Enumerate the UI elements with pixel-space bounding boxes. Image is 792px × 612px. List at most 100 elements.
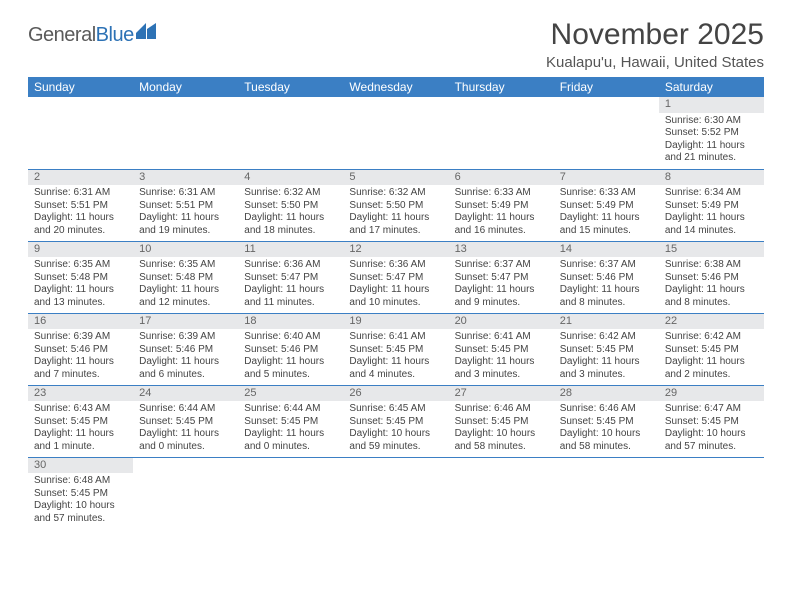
sunset-text: Sunset: 5:45 PM	[34, 416, 127, 429]
day-number: 25	[238, 386, 343, 402]
day-number: 17	[133, 314, 238, 330]
calendar-cell: 2Sunrise: 6:31 AMSunset: 5:51 PMDaylight…	[28, 169, 133, 241]
brand-mark-icon	[136, 23, 158, 39]
calendar-cell: 5Sunrise: 6:32 AMSunset: 5:50 PMDaylight…	[343, 169, 448, 241]
calendar-row: 1Sunrise: 6:30 AMSunset: 5:52 PMDaylight…	[28, 97, 764, 169]
sunset-text: Sunset: 5:46 PM	[560, 272, 653, 285]
sunrise-text: Sunrise: 6:46 AM	[455, 403, 548, 416]
calendar-cell: 4Sunrise: 6:32 AMSunset: 5:50 PMDaylight…	[238, 169, 343, 241]
sunrise-text: Sunrise: 6:46 AM	[560, 403, 653, 416]
sunset-text: Sunset: 5:51 PM	[34, 200, 127, 213]
daylight-text: Daylight: 10 hours and 58 minutes.	[560, 428, 653, 453]
daylight-text: Daylight: 11 hours and 16 minutes.	[455, 212, 548, 237]
sunrise-text: Sunrise: 6:44 AM	[244, 403, 337, 416]
sunset-text: Sunset: 5:46 PM	[244, 344, 337, 357]
daylight-text: Daylight: 11 hours and 3 minutes.	[455, 356, 548, 381]
daylight-text: Daylight: 11 hours and 20 minutes.	[34, 212, 127, 237]
daylight-text: Daylight: 10 hours and 59 minutes.	[349, 428, 442, 453]
weekday-header: Thursday	[449, 77, 554, 97]
calendar-cell	[238, 457, 343, 529]
weekday-header: Friday	[554, 77, 659, 97]
brand-part2: Blue	[96, 24, 134, 47]
sunset-text: Sunset: 5:47 PM	[455, 272, 548, 285]
sunrise-text: Sunrise: 6:41 AM	[349, 331, 442, 344]
sunrise-text: Sunrise: 6:36 AM	[244, 259, 337, 272]
day-number: 14	[554, 242, 659, 258]
location-text: Kualapu'u, Hawaii, United States	[546, 54, 764, 71]
daylight-text: Daylight: 11 hours and 14 minutes.	[665, 212, 758, 237]
day-number: 20	[449, 314, 554, 330]
sunrise-text: Sunrise: 6:48 AM	[34, 475, 127, 488]
sunrise-text: Sunrise: 6:35 AM	[139, 259, 232, 272]
calendar-cell: 24Sunrise: 6:44 AMSunset: 5:45 PMDayligh…	[133, 385, 238, 457]
sunrise-text: Sunrise: 6:31 AM	[34, 187, 127, 200]
sunrise-text: Sunrise: 6:47 AM	[665, 403, 758, 416]
sunrise-text: Sunrise: 6:37 AM	[455, 259, 548, 272]
calendar-row: 16Sunrise: 6:39 AMSunset: 5:46 PMDayligh…	[28, 313, 764, 385]
day-number: 3	[133, 170, 238, 186]
brand-logo: GeneralBlue	[28, 24, 158, 47]
sunset-text: Sunset: 5:49 PM	[560, 200, 653, 213]
daylight-text: Daylight: 11 hours and 1 minute.	[34, 428, 127, 453]
title-block: November 2025 Kualapu'u, Hawaii, United …	[546, 18, 764, 71]
calendar-cell: 23Sunrise: 6:43 AMSunset: 5:45 PMDayligh…	[28, 385, 133, 457]
day-number: 29	[659, 386, 764, 402]
calendar-row: 9Sunrise: 6:35 AMSunset: 5:48 PMDaylight…	[28, 241, 764, 313]
sunrise-text: Sunrise: 6:43 AM	[34, 403, 127, 416]
weekday-header: Wednesday	[343, 77, 448, 97]
weekday-header: Monday	[133, 77, 238, 97]
sunrise-text: Sunrise: 6:36 AM	[349, 259, 442, 272]
calendar-cell	[449, 457, 554, 529]
daylight-text: Daylight: 11 hours and 8 minutes.	[665, 284, 758, 309]
daylight-text: Daylight: 10 hours and 57 minutes.	[34, 500, 127, 525]
sunset-text: Sunset: 5:49 PM	[455, 200, 548, 213]
calendar-cell: 21Sunrise: 6:42 AMSunset: 5:45 PMDayligh…	[554, 313, 659, 385]
day-number: 19	[343, 314, 448, 330]
calendar-cell: 10Sunrise: 6:35 AMSunset: 5:48 PMDayligh…	[133, 241, 238, 313]
calendar-row: 23Sunrise: 6:43 AMSunset: 5:45 PMDayligh…	[28, 385, 764, 457]
header: GeneralBlue November 2025 Kualapu'u, Haw…	[28, 18, 764, 71]
sunset-text: Sunset: 5:46 PM	[34, 344, 127, 357]
calendar-cell	[133, 457, 238, 529]
day-number: 26	[343, 386, 448, 402]
sunrise-text: Sunrise: 6:45 AM	[349, 403, 442, 416]
day-number: 12	[343, 242, 448, 258]
daylight-text: Daylight: 11 hours and 21 minutes.	[665, 140, 758, 165]
daylight-text: Daylight: 11 hours and 11 minutes.	[244, 284, 337, 309]
sunrise-text: Sunrise: 6:42 AM	[560, 331, 653, 344]
sunset-text: Sunset: 5:50 PM	[244, 200, 337, 213]
calendar-cell: 28Sunrise: 6:46 AMSunset: 5:45 PMDayligh…	[554, 385, 659, 457]
calendar-cell: 26Sunrise: 6:45 AMSunset: 5:45 PMDayligh…	[343, 385, 448, 457]
daylight-text: Daylight: 11 hours and 8 minutes.	[560, 284, 653, 309]
daylight-text: Daylight: 11 hours and 2 minutes.	[665, 356, 758, 381]
daylight-text: Daylight: 11 hours and 18 minutes.	[244, 212, 337, 237]
day-number: 22	[659, 314, 764, 330]
sunset-text: Sunset: 5:45 PM	[455, 344, 548, 357]
calendar-cell: 16Sunrise: 6:39 AMSunset: 5:46 PMDayligh…	[28, 313, 133, 385]
calendar-body: 1Sunrise: 6:30 AMSunset: 5:52 PMDaylight…	[28, 97, 764, 529]
sunrise-text: Sunrise: 6:37 AM	[560, 259, 653, 272]
weekday-header: Sunday	[28, 77, 133, 97]
day-number: 23	[28, 386, 133, 402]
sunset-text: Sunset: 5:45 PM	[34, 488, 127, 501]
calendar-cell: 17Sunrise: 6:39 AMSunset: 5:46 PMDayligh…	[133, 313, 238, 385]
sunrise-text: Sunrise: 6:38 AM	[665, 259, 758, 272]
calendar-cell	[238, 97, 343, 169]
calendar-row: 2Sunrise: 6:31 AMSunset: 5:51 PMDaylight…	[28, 169, 764, 241]
sunset-text: Sunset: 5:48 PM	[34, 272, 127, 285]
calendar-table: SundayMondayTuesdayWednesdayThursdayFrid…	[28, 77, 764, 529]
day-number: 2	[28, 170, 133, 186]
day-number: 15	[659, 242, 764, 258]
daylight-text: Daylight: 11 hours and 13 minutes.	[34, 284, 127, 309]
daylight-text: Daylight: 10 hours and 57 minutes.	[665, 428, 758, 453]
calendar-cell: 19Sunrise: 6:41 AMSunset: 5:45 PMDayligh…	[343, 313, 448, 385]
sunrise-text: Sunrise: 6:40 AM	[244, 331, 337, 344]
calendar-cell: 13Sunrise: 6:37 AMSunset: 5:47 PMDayligh…	[449, 241, 554, 313]
day-number: 6	[449, 170, 554, 186]
calendar-cell	[343, 97, 448, 169]
sunset-text: Sunset: 5:45 PM	[665, 344, 758, 357]
sunrise-text: Sunrise: 6:31 AM	[139, 187, 232, 200]
brand-part1: General	[28, 24, 96, 47]
calendar-cell: 14Sunrise: 6:37 AMSunset: 5:46 PMDayligh…	[554, 241, 659, 313]
sunset-text: Sunset: 5:45 PM	[560, 344, 653, 357]
